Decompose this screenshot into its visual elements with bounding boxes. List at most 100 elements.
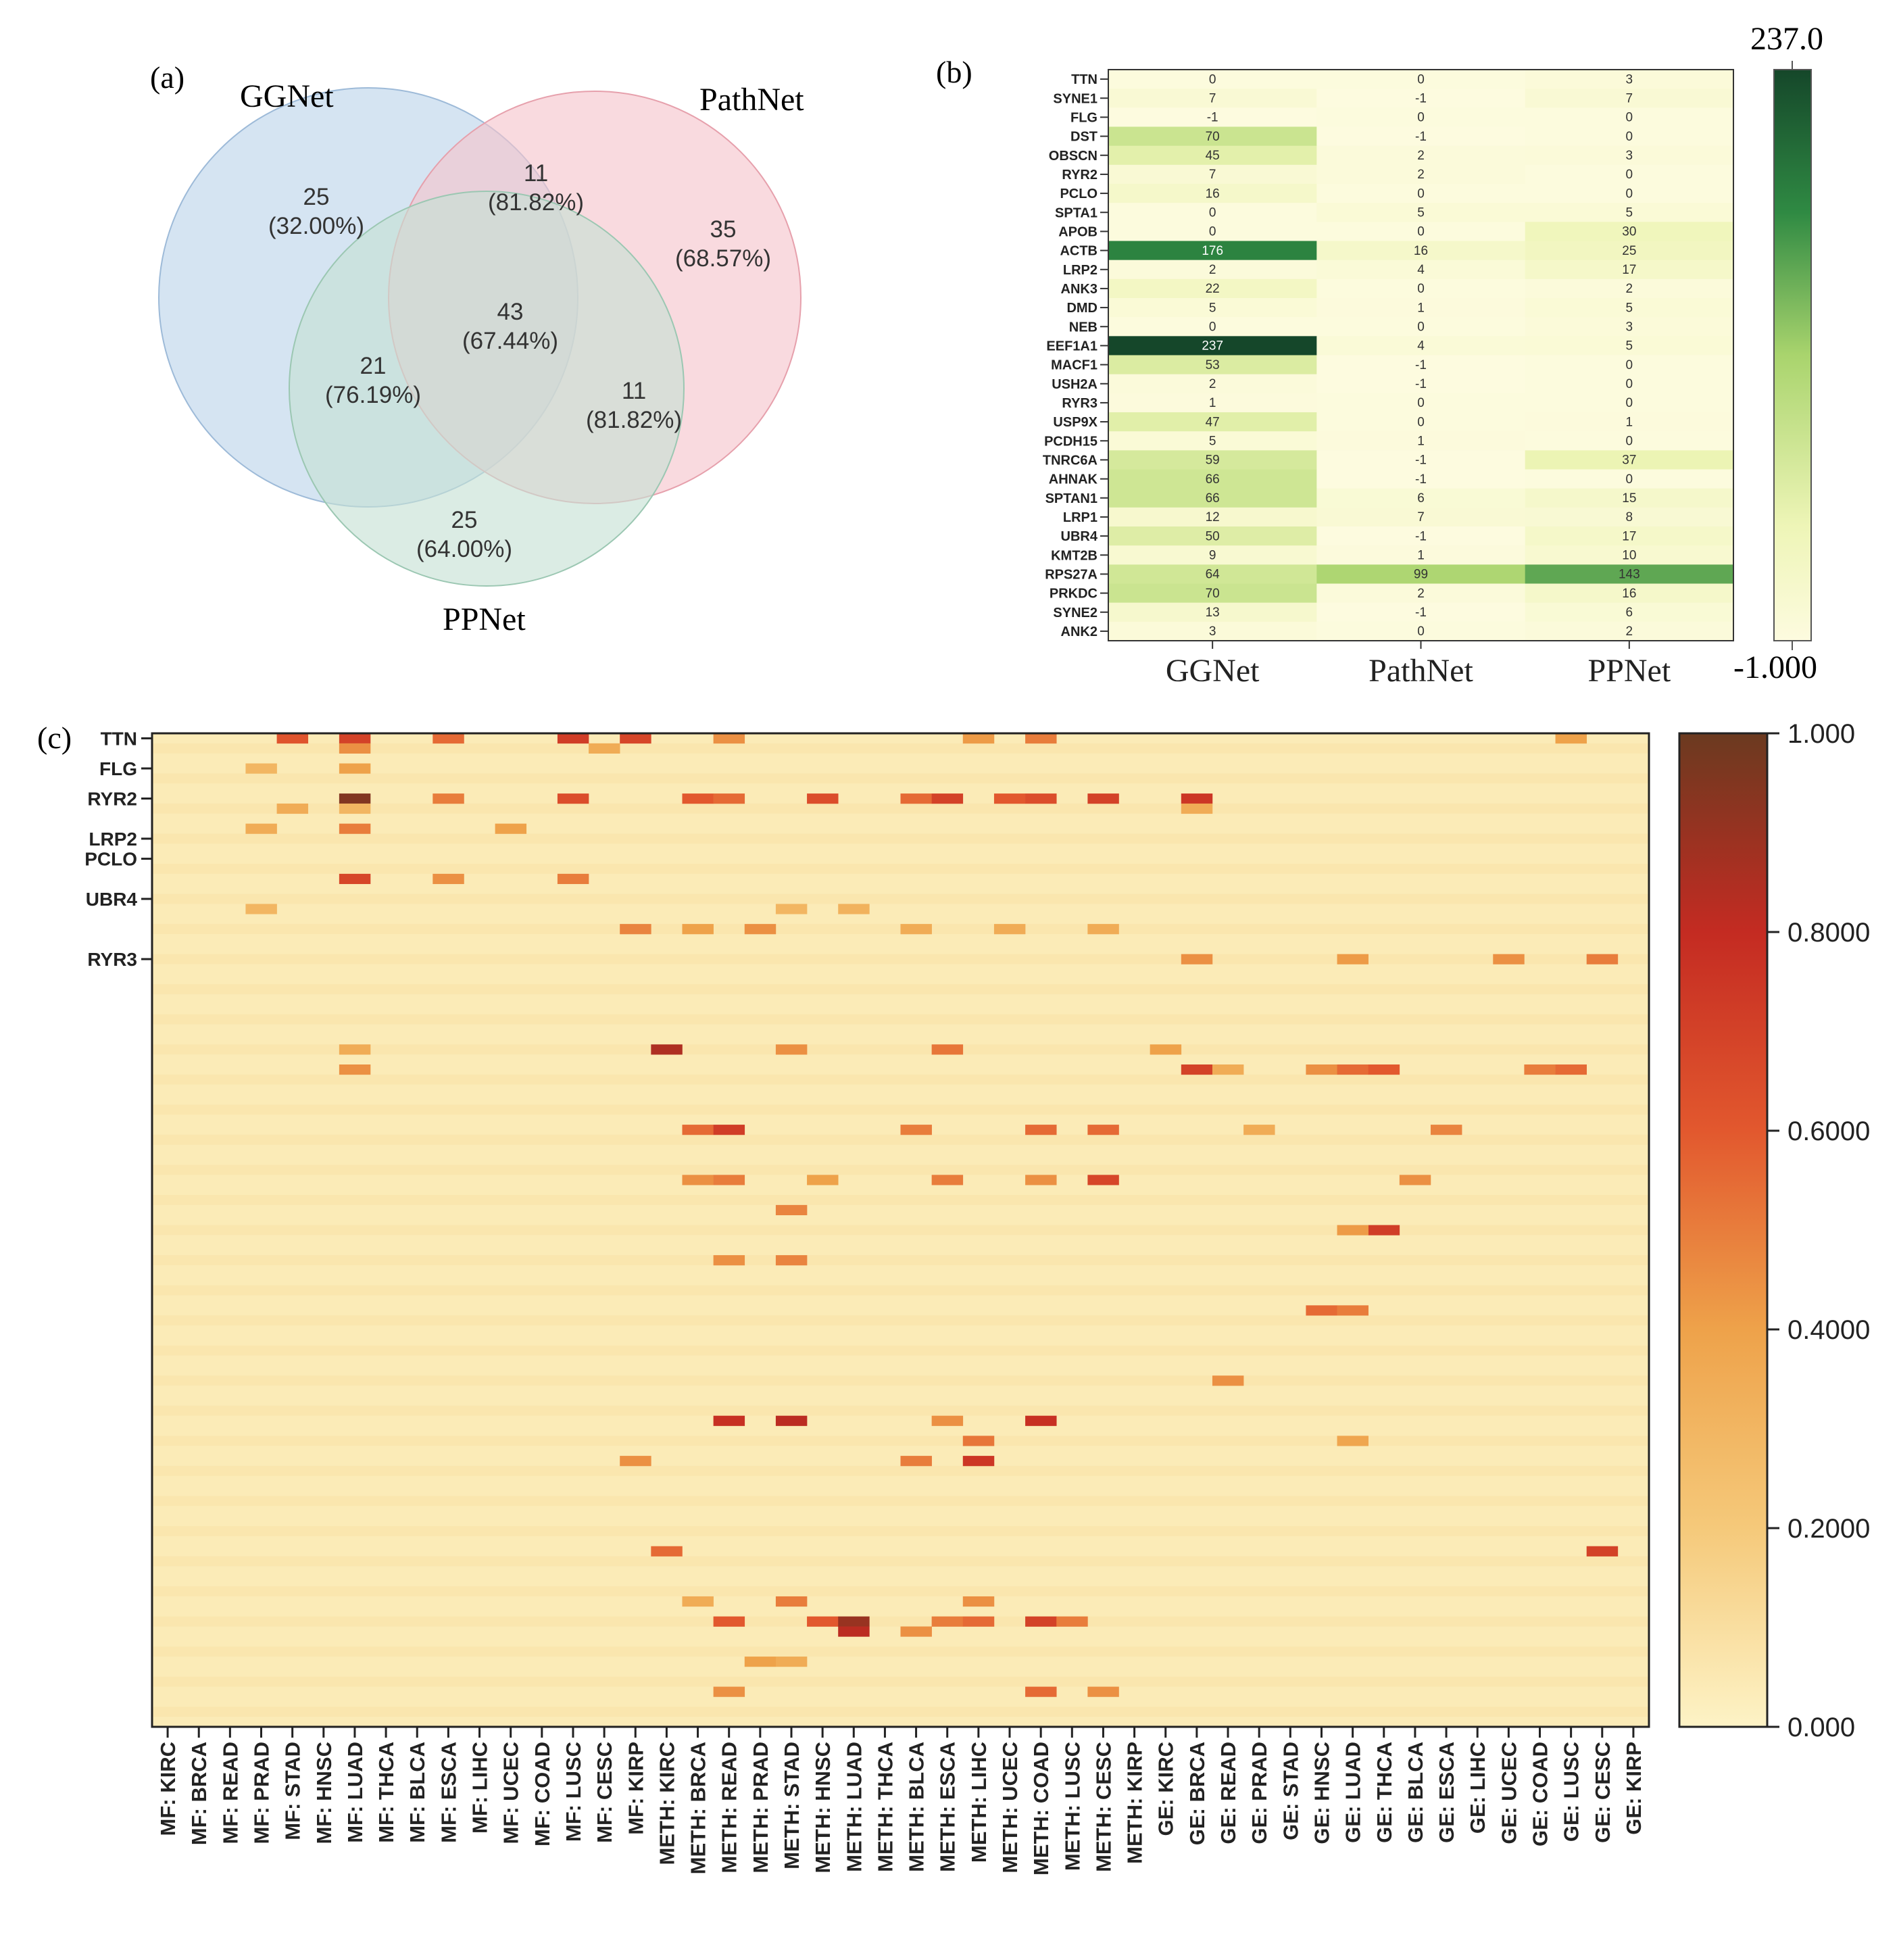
heatmap-b-cell: [1108, 298, 1317, 318]
heatmap-c-cell: [1087, 1125, 1119, 1135]
heatmap-b-row-label: RYR3: [1062, 396, 1098, 411]
heatmap-b-value: 1: [1417, 301, 1425, 315]
heatmap-c-column-label: MF: HNSC: [312, 1742, 336, 1844]
heatmap-b-cell: [1108, 336, 1317, 356]
heatmap-b-value: 3: [1626, 149, 1633, 163]
heatmap-b-value: -1: [1415, 91, 1427, 105]
heatmap-b-cell: [1108, 431, 1317, 451]
heatmap-c-cell: [620, 1456, 651, 1467]
heatmap-c-cell: [775, 1044, 808, 1055]
heatmap-c-row-band: [152, 1195, 1649, 1205]
heatmap-c-row-band: [152, 773, 1649, 784]
heatmap-b-cell: [1525, 107, 1734, 127]
heatmap-b-value: 0: [1626, 168, 1633, 182]
heatmap-b-cell: [1316, 203, 1526, 222]
heatmap-c-row-band: [152, 1405, 1649, 1416]
heatmap-b-value: 70: [1206, 130, 1220, 144]
heatmap-b-cell: [1316, 469, 1526, 489]
heatmap-b-cell: [1316, 260, 1526, 280]
heatmap-c-cell: [713, 1616, 745, 1627]
heatmap-b-cell: [1316, 317, 1526, 337]
heatmap-c-row-label: LRP2: [89, 829, 137, 850]
colorbar-c-ticks: 1.000 0.8000 0.6000 0.4000 0.2000 0.000: [1767, 719, 1870, 1742]
heatmap-b-value: 12: [1206, 510, 1220, 524]
heatmap-b-value: 47: [1206, 415, 1220, 429]
heatmap-c-column-label: MF: ESCA: [437, 1742, 460, 1843]
heatmap-b-cell: [1108, 89, 1317, 108]
heatmap-c-row-band: [152, 1646, 1649, 1657]
heatmap-b-value: 4: [1417, 339, 1425, 353]
heatmap-c-cell: [245, 763, 277, 774]
heatmap-b-cell: [1316, 355, 1526, 375]
heatmap-b-value: 7: [1626, 91, 1633, 105]
heatmap-b-value: 99: [1414, 568, 1428, 582]
heatmap-b-cell: [1108, 583, 1317, 604]
heatmap-b-cell: [1316, 70, 1526, 89]
heatmap-b-cell: [1108, 278, 1317, 299]
heatmap-b-row-label: SYNE2: [1053, 606, 1098, 620]
heatmap-b-column-label: PathNet: [1368, 653, 1473, 689]
heatmap-c-cell: [775, 1596, 808, 1607]
heatmap-c-cell: [993, 924, 1026, 935]
heatmap-b-value: 7: [1209, 168, 1216, 182]
heatmap-c-cell: [245, 823, 277, 834]
heatmap-c-cell: [775, 1415, 808, 1426]
heatmap-b-cell: [1108, 222, 1317, 241]
heatmap-b-cell: [1316, 336, 1526, 356]
heatmap-c-row-band: [152, 984, 1649, 995]
heatmap-b-value: 0: [1626, 472, 1633, 487]
heatmap-b-value: 16: [1414, 244, 1428, 258]
heatmap-b-value: 3: [1626, 320, 1633, 334]
heatmap-c-cell: [744, 924, 776, 935]
heatmap-b-value: 8: [1626, 510, 1633, 524]
heatmap-c-column-label: METH: LUAD: [842, 1742, 866, 1872]
heatmap-b-value: 1: [1626, 415, 1633, 429]
heatmap-c-column-label: GE: HNSC: [1310, 1742, 1333, 1844]
heatmap-b-cell: [1108, 450, 1317, 470]
heatmap-c-row-label: UBR4: [86, 889, 138, 910]
heatmap-c-cell: [339, 1064, 371, 1075]
heatmap-c-column-label: MF: PRAD: [250, 1742, 274, 1844]
heatmap-b-value: 16: [1622, 587, 1636, 601]
heatmap-b-value: 25: [1622, 244, 1636, 258]
heatmap-c-cell: [339, 873, 371, 885]
heatmap-b-value: 3: [1209, 624, 1216, 639]
heatmap-b-cell: [1525, 488, 1734, 508]
heatmap-b-cell: [1525, 89, 1734, 108]
heatmap-b-value: 0: [1209, 225, 1216, 239]
heatmap-c-cell: [1337, 954, 1368, 964]
heatmap-c-cell: [962, 1596, 995, 1607]
heatmap-c-row-band: [152, 1465, 1649, 1476]
panel-label-c: (c): [37, 720, 72, 755]
heatmap-b-value: 0: [1417, 624, 1425, 639]
heatmap-b-value: 2: [1209, 263, 1216, 277]
heatmap-c-cell: [620, 924, 651, 935]
heatmap-b-value: 0: [1209, 320, 1216, 334]
colorbar-c-tick-label: 0.8000: [1787, 918, 1870, 948]
colorbar-b-max-label: 237.0: [1750, 21, 1823, 57]
heatmap-c-cell: [433, 733, 464, 744]
heatmap-c-row-band: [152, 1134, 1649, 1145]
heatmap-c-column-label: METH: LUSC: [1060, 1742, 1084, 1871]
heatmap-c-cell: [900, 924, 932, 935]
heatmap-b-cell: [1316, 241, 1526, 261]
heatmap-c-cell: [1150, 1044, 1182, 1055]
heatmap-b-value: 17: [1622, 263, 1636, 277]
heatmap-b-row-label: PCLO: [1060, 187, 1098, 201]
heatmap-c-column-label: METH: BLCA: [905, 1742, 929, 1872]
heatmap-c-cell: [557, 733, 589, 744]
heatmap-b-cell: [1316, 507, 1526, 527]
heatmap-c-cell: [339, 743, 371, 754]
heatmap-b-value: -1: [1415, 130, 1427, 144]
heatmap-b-row-label: KMT2B: [1051, 548, 1098, 563]
heatmap-c-cells: [152, 733, 1649, 1727]
heatmap-c-cell: [1025, 1686, 1057, 1697]
heatmap-c-cell: [931, 1415, 964, 1426]
heatmap-b-row-label: LRP1: [1063, 510, 1098, 525]
heatmap-c-cell: [993, 793, 1026, 804]
heatmap-b-value: 6: [1626, 606, 1633, 620]
heatmap-b-cell: [1108, 203, 1317, 222]
heatmap-b-cell: [1108, 70, 1317, 89]
heatmap-c-cell: [620, 733, 651, 744]
